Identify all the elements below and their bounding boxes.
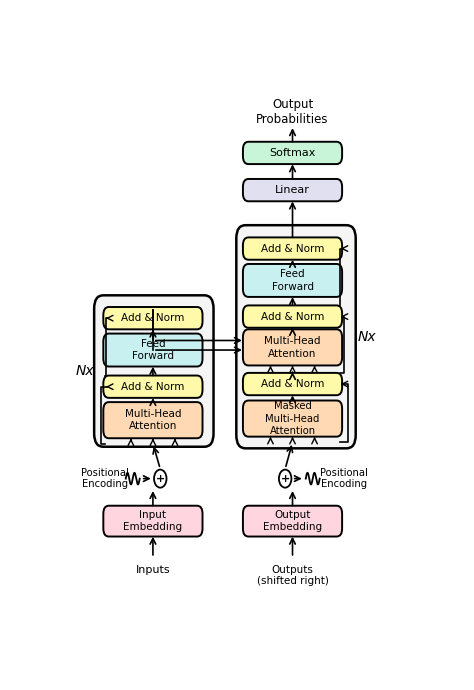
FancyBboxPatch shape: [243, 179, 342, 201]
Text: Add & Norm: Add & Norm: [261, 312, 324, 322]
Text: Positional
Encoding: Positional Encoding: [320, 468, 368, 489]
Text: Softmax: Softmax: [269, 148, 316, 158]
Text: Nx: Nx: [357, 330, 376, 344]
FancyBboxPatch shape: [243, 141, 342, 164]
Text: Output
Embedding: Output Embedding: [263, 510, 322, 532]
FancyBboxPatch shape: [94, 295, 213, 446]
Text: Outputs
(shifted right): Outputs (shifted right): [256, 564, 328, 586]
Text: Inputs: Inputs: [136, 564, 170, 575]
Text: Add & Norm: Add & Norm: [261, 379, 324, 389]
Text: Multi-Head
Attention: Multi-Head Attention: [264, 336, 321, 359]
FancyBboxPatch shape: [243, 264, 342, 297]
Text: Linear: Linear: [275, 185, 310, 195]
FancyBboxPatch shape: [103, 402, 202, 438]
Text: Feed
Forward: Feed Forward: [132, 339, 174, 362]
FancyBboxPatch shape: [243, 400, 342, 437]
Text: Output
Probabilities: Output Probabilities: [256, 98, 329, 126]
Text: Multi-Head
Attention: Multi-Head Attention: [125, 409, 181, 431]
Text: Add & Norm: Add & Norm: [121, 382, 184, 392]
FancyBboxPatch shape: [237, 225, 356, 448]
Text: Nx: Nx: [76, 364, 94, 378]
Text: Feed
Forward: Feed Forward: [272, 269, 313, 292]
FancyBboxPatch shape: [243, 329, 342, 366]
FancyBboxPatch shape: [103, 506, 202, 537]
FancyBboxPatch shape: [103, 375, 202, 398]
FancyBboxPatch shape: [243, 306, 342, 328]
FancyBboxPatch shape: [243, 373, 342, 395]
Text: +: +: [155, 473, 165, 484]
Text: Masked
Multi-Head
Attention: Masked Multi-Head Attention: [265, 401, 319, 436]
FancyBboxPatch shape: [243, 237, 342, 259]
Text: Add & Norm: Add & Norm: [261, 244, 324, 253]
FancyBboxPatch shape: [103, 333, 202, 366]
Text: +: +: [281, 473, 290, 484]
Text: Add & Norm: Add & Norm: [121, 313, 184, 323]
Text: Input
Embedding: Input Embedding: [123, 510, 182, 532]
FancyBboxPatch shape: [103, 307, 202, 329]
FancyBboxPatch shape: [243, 506, 342, 537]
Text: Positional
Encoding: Positional Encoding: [81, 468, 129, 489]
